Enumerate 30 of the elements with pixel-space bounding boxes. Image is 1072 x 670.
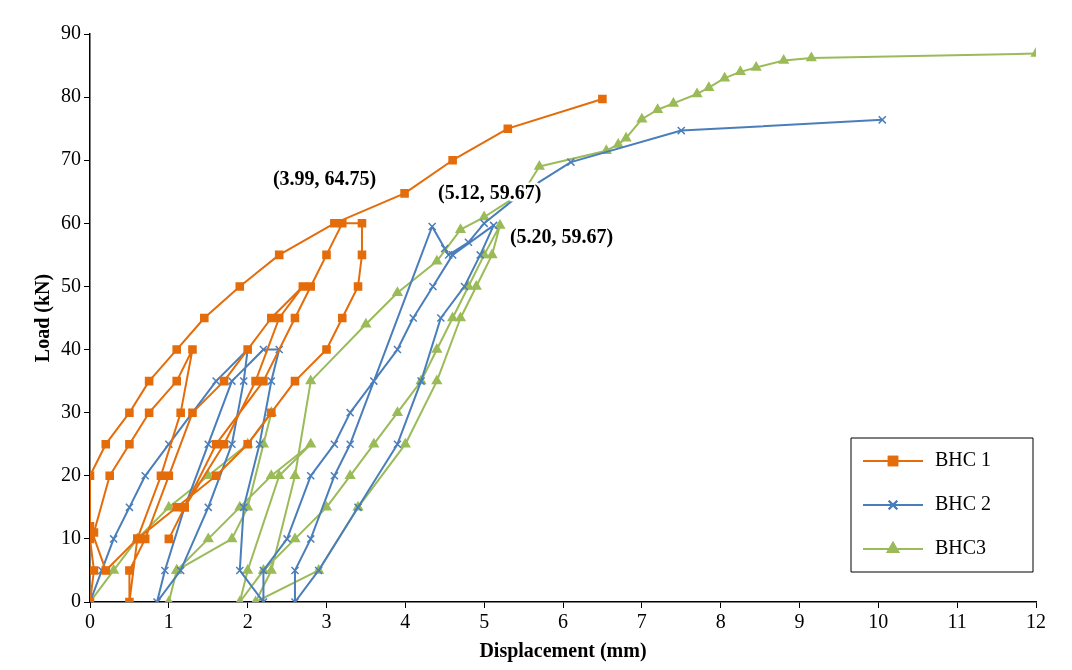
x-axis-title: Displacement (mm)	[479, 639, 647, 663]
x-tick-label: 4	[400, 610, 411, 633]
y-tick-label: 0	[71, 589, 81, 612]
x-tick-label: 0	[85, 610, 95, 633]
y-tick-label: 30	[61, 399, 81, 422]
x-tick-label: 3	[321, 610, 332, 633]
x-tick-label: 12	[1026, 610, 1046, 633]
x-tick-label: 1	[163, 610, 174, 633]
x-tick-label: 9	[794, 610, 805, 633]
y-tick-label: 60	[61, 210, 81, 233]
x-tick-label: 7	[636, 610, 647, 633]
y-tick-label: 50	[61, 273, 81, 296]
y-tick-label: 20	[61, 463, 81, 486]
x-tick-label: 11	[947, 610, 967, 633]
legend-label: BHC 2	[935, 492, 992, 515]
y-tick-label: 90	[61, 21, 81, 44]
annotation: (3.99, 64.75)	[272, 166, 377, 190]
y-tick-label: 80	[61, 84, 81, 107]
x-tick-label: 5	[479, 610, 490, 633]
annotation: (5.20, 59.67)	[509, 224, 614, 248]
x-tick-label: 2	[242, 610, 253, 633]
y-axis-title: Load (kN)	[31, 273, 55, 363]
x-tick-label: 10	[868, 610, 889, 633]
legend-label: BHC 1	[935, 448, 992, 471]
y-tick-label: 10	[61, 526, 81, 549]
x-tick-label: 8	[715, 610, 726, 633]
y-tick-label: 40	[61, 336, 81, 359]
legend-label: BHC3	[935, 536, 987, 559]
x-tick-label: 6	[558, 610, 568, 633]
y-tick-label: 70	[61, 147, 81, 170]
